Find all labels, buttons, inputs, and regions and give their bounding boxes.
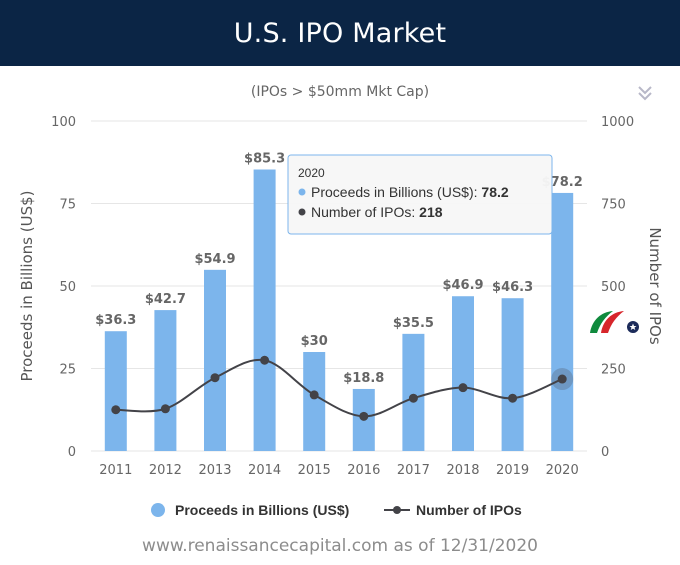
y-left-tick-label: 50 (59, 280, 76, 295)
legend-proceeds-label: Proceeds in Billions (US$) (175, 502, 349, 518)
bar-data-label: $46.3 (492, 280, 533, 295)
bar (551, 192, 574, 451)
x-tick-label: 2014 (248, 463, 281, 478)
tooltip: 2020 Proceeds in Billions (US$): 78.2 Nu… (287, 154, 553, 235)
svg-text:Proceeds in Billions (US$): 78: Proceeds in Billions (US$): 78.2 (311, 184, 509, 200)
bar (154, 310, 177, 451)
x-tick-label: 2013 (198, 463, 231, 478)
bar (104, 331, 127, 451)
bar (204, 269, 226, 451)
bar-data-label: $46.9 (442, 278, 483, 293)
bar (452, 296, 474, 451)
x-tick-label: 2018 (446, 463, 479, 478)
y-left-tick-label: 100 (51, 115, 76, 130)
legend-item-ipos[interactable]: Number of IPOs (384, 502, 522, 518)
bar (303, 352, 326, 451)
line-point (309, 390, 319, 400)
tooltip-ipos-value: 218 (419, 204, 443, 220)
company-logo (590, 311, 639, 333)
chevron-double-down-icon[interactable] (632, 80, 658, 104)
chart-subtitle: (IPOs > $50mm Mkt Cap) (251, 84, 429, 100)
x-tick-label: 2011 (99, 463, 132, 478)
line-point (458, 383, 468, 393)
x-tick-label: 2017 (397, 463, 430, 478)
line-point (359, 411, 369, 421)
ipo-count-line-path (115, 358, 563, 418)
y-left-tick-label: 75 (59, 198, 76, 213)
page-title: U.S. IPO Market (233, 17, 447, 49)
y-right-tick-label: 500 (601, 280, 626, 295)
line-point (111, 405, 121, 415)
x-axis-labels: 2011 2012 2013 2014 2015 2016 2017 2018 2019 2020 (99, 463, 578, 478)
tooltip-proceeds-marker (298, 188, 306, 196)
y-right-tick-label: 0 (601, 445, 609, 460)
legend-proceeds-marker (151, 503, 165, 517)
tooltip-proceeds-label: Proceeds in Billions (US$): (311, 184, 481, 200)
bar-data-label: $42.7 (145, 292, 186, 307)
legend-item-proceeds[interactable]: Proceeds in Billions (US$) (151, 502, 349, 518)
bar (402, 333, 425, 451)
x-tick-label: 2012 (149, 463, 182, 478)
y-right-tick-label: 250 (601, 363, 626, 378)
y-left-tick-label: 25 (59, 363, 76, 378)
legend-ipos-label: Number of IPOs (416, 502, 522, 518)
bar (253, 169, 276, 451)
bar-data-label: $36.3 (95, 313, 136, 328)
line-point (508, 393, 518, 403)
tooltip-proceeds-value: 78.2 (481, 184, 508, 200)
y-left-tick-label: 0 (68, 445, 76, 460)
y-left-ticks: 0 25 50 75 100 (51, 115, 76, 460)
ipo-chart: (IPOs > $50mm Mkt Cap) Proceeds in Billi… (18, 80, 664, 518)
tooltip-category: 2020 (298, 166, 325, 180)
ipo-count-line (111, 355, 574, 421)
line-point (160, 404, 170, 414)
bar-data-label: $18.8 (343, 371, 384, 386)
bar-data-label: $35.5 (393, 316, 434, 331)
x-tick-label: 2020 (546, 463, 579, 478)
bar-data-label: $54.9 (194, 252, 235, 267)
tooltip-ipos-marker (298, 208, 306, 216)
bar-data-label: $85.3 (244, 152, 285, 167)
source-footer: www.renaissancecapital.com as of 12/31/2… (142, 536, 538, 556)
bar-data-label: $30 (301, 334, 328, 349)
x-tick-label: 2016 (347, 463, 380, 478)
line-point (210, 373, 220, 383)
y-axis-right-label: Number of IPOs (646, 227, 664, 345)
legend-ipos-marker (393, 506, 401, 514)
x-tick-label: 2015 (298, 463, 331, 478)
y-right-tick-label: 750 (601, 198, 626, 213)
y-right-tick-label: 1000 (601, 115, 634, 130)
y-right-ticks: 0 250 500 750 1000 (601, 115, 634, 460)
line-point (260, 355, 270, 365)
line-point (408, 393, 418, 403)
line-point (557, 374, 567, 384)
bar (501, 298, 524, 451)
svg-text:Number of IPOs: 218: Number of IPOs: 218 (311, 204, 443, 220)
tooltip-ipos-label: Number of IPOs: (311, 204, 419, 220)
x-tick-label: 2019 (496, 463, 529, 478)
y-axis-left-label: Proceeds in Billions (US$) (18, 190, 36, 381)
header-bar: U.S. IPO Market (0, 0, 680, 66)
